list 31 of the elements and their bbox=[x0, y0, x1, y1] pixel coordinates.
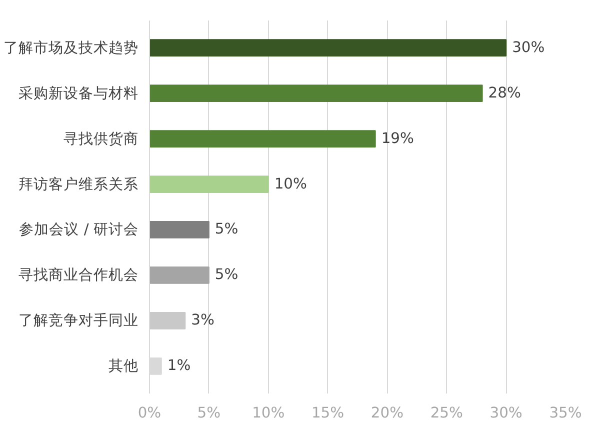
data-label: 5% bbox=[214, 220, 238, 238]
data-label: 3% bbox=[191, 312, 214, 329]
bar bbox=[150, 39, 507, 56]
y-tick-label: 了解竞争对手同业 bbox=[18, 312, 138, 330]
x-tick-label: 0% bbox=[138, 404, 162, 422]
x-tick-label: 10% bbox=[252, 404, 285, 422]
x-tick-label: 25% bbox=[430, 404, 464, 422]
y-tick-label: 寻找供货商 bbox=[64, 130, 138, 148]
y-tick-label: 参加会议 / 研讨会 bbox=[19, 221, 139, 238]
data-label: 1% bbox=[167, 357, 191, 374]
y-tick-label: 拜访客户维系关系 bbox=[18, 176, 138, 193]
x-tick-label: 20% bbox=[370, 404, 404, 422]
bar bbox=[150, 312, 186, 330]
y-tick-label: 了解市场及技术趋势 bbox=[4, 39, 138, 56]
bar bbox=[150, 221, 210, 238]
y-tick-label: 寻找商业合作机会 bbox=[18, 266, 138, 284]
y-tick-label: 采购新设备与材料 bbox=[18, 84, 138, 102]
data-label: 30% bbox=[512, 38, 545, 56]
y-tick-label: 其他 bbox=[108, 358, 138, 375]
bar bbox=[150, 176, 269, 193]
data-label: 28% bbox=[488, 84, 521, 102]
data-label: 5% bbox=[214, 266, 238, 284]
data-label: 19% bbox=[381, 130, 414, 147]
x-tick-label: 30% bbox=[490, 404, 522, 422]
bar bbox=[150, 84, 483, 102]
x-tick-label: 15% bbox=[312, 404, 344, 422]
data-label: 10% bbox=[274, 175, 308, 192]
bar bbox=[150, 130, 376, 148]
x-tick-label: 35% bbox=[549, 404, 582, 422]
bar bbox=[150, 266, 210, 284]
x-tick-label: 5% bbox=[197, 404, 221, 422]
